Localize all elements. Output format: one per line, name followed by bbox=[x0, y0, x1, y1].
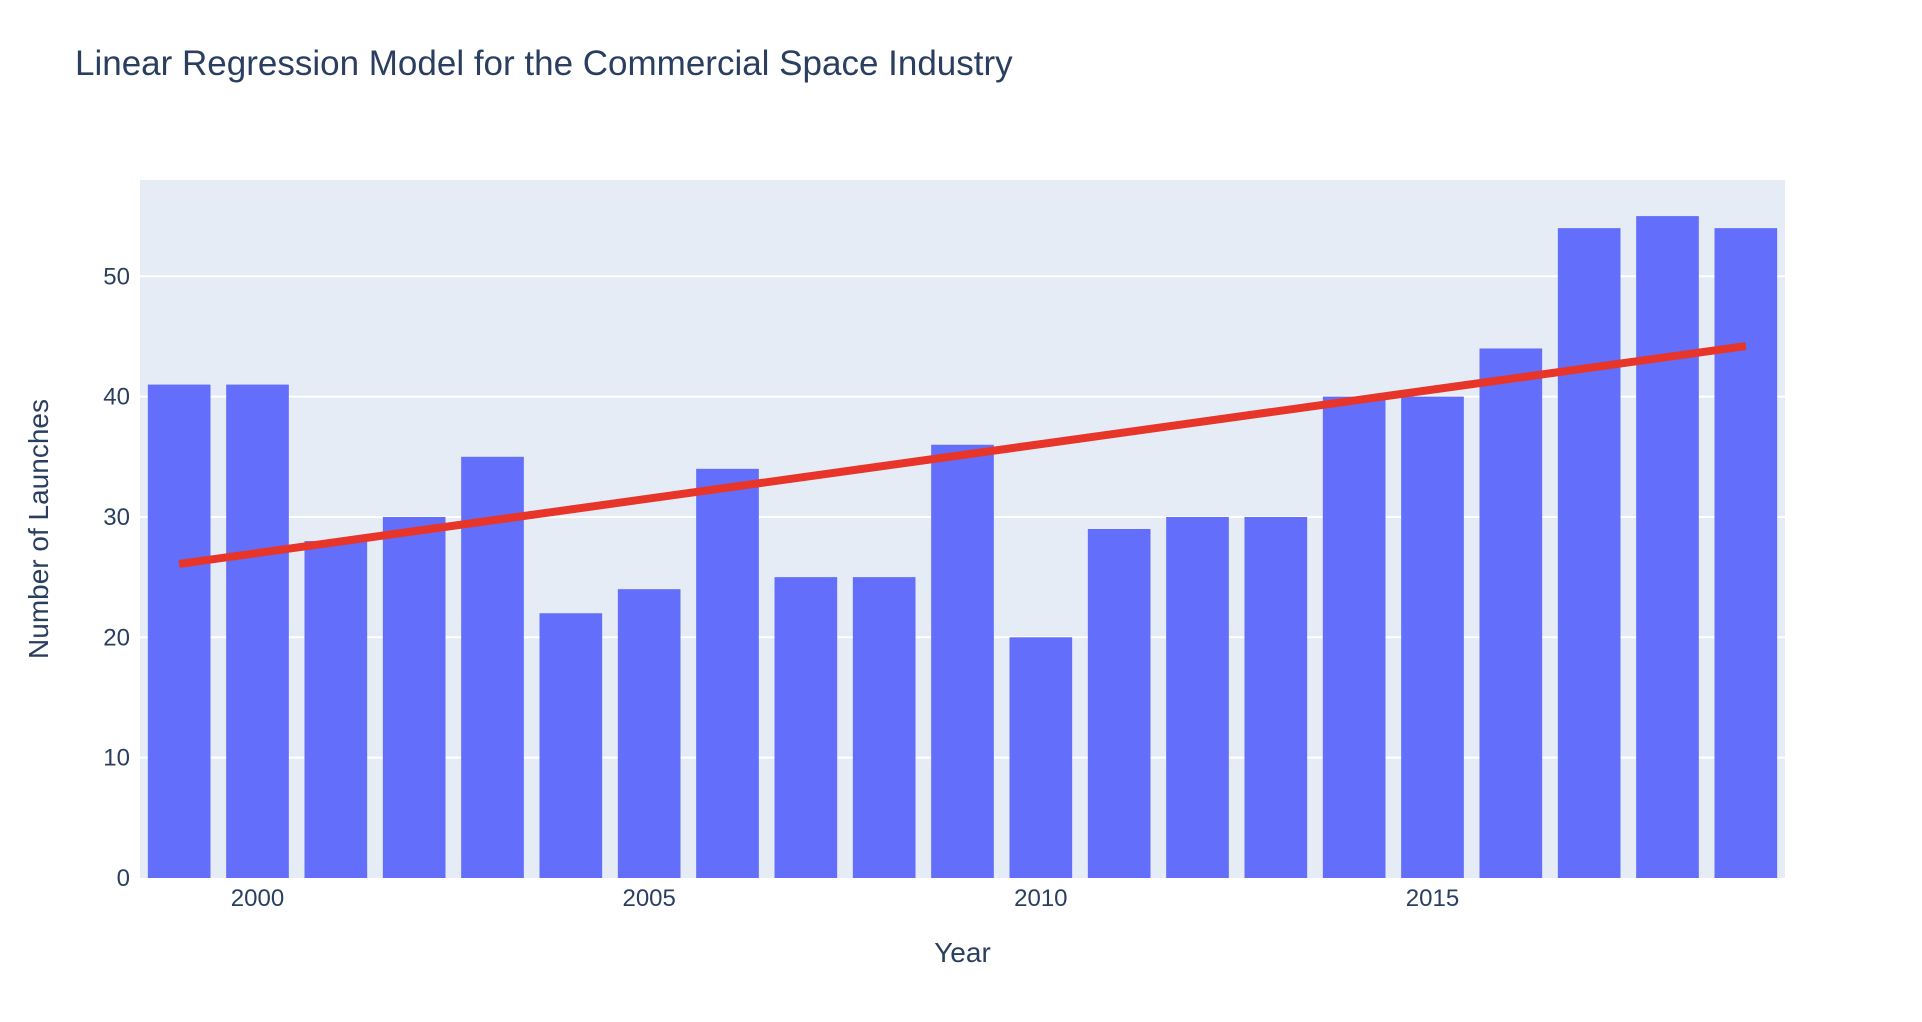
bar bbox=[931, 444, 994, 878]
bar bbox=[696, 468, 759, 878]
x-axis-ticks: 2000 2005 2010 2015 bbox=[231, 885, 1459, 912]
x-axis-title: Year bbox=[934, 937, 991, 968]
bar bbox=[1322, 396, 1386, 878]
y-axis-title: Number of Launches bbox=[23, 399, 54, 659]
y-tick-label: 20 bbox=[103, 624, 130, 651]
y-tick-label: 40 bbox=[103, 384, 130, 411]
bar bbox=[1166, 516, 1229, 878]
x-tick-label: 2015 bbox=[1406, 885, 1459, 912]
trendline-layer bbox=[178, 342, 1747, 568]
bar bbox=[382, 516, 446, 878]
bar bbox=[539, 613, 603, 878]
bars bbox=[147, 216, 1778, 878]
bar bbox=[1244, 516, 1308, 878]
bar bbox=[304, 541, 368, 878]
x-tick-label: 2005 bbox=[622, 885, 675, 912]
bar bbox=[774, 577, 838, 878]
y-tick-label: 50 bbox=[103, 263, 130, 290]
y-tick-label: 0 bbox=[117, 865, 130, 892]
bar bbox=[1714, 228, 1778, 878]
bar bbox=[1009, 637, 1073, 878]
bar bbox=[1479, 348, 1543, 878]
bar bbox=[1636, 216, 1699, 878]
x-tick-label: 2010 bbox=[1014, 885, 1067, 912]
bar bbox=[1087, 529, 1151, 878]
trendline bbox=[178, 342, 1747, 568]
bar bbox=[1401, 396, 1464, 878]
bar bbox=[226, 384, 289, 878]
y-tick-label: 30 bbox=[103, 504, 130, 531]
x-tick-label: 2000 bbox=[231, 885, 284, 912]
bar bbox=[147, 384, 211, 878]
bar bbox=[1557, 228, 1621, 878]
y-axis-ticks: 0 10 20 30 40 50 bbox=[103, 263, 130, 892]
chart-title: Linear Regression Model for the Commerci… bbox=[75, 44, 1013, 83]
y-tick-label: 10 bbox=[103, 745, 130, 772]
bar bbox=[617, 589, 681, 878]
bar bbox=[852, 577, 916, 878]
